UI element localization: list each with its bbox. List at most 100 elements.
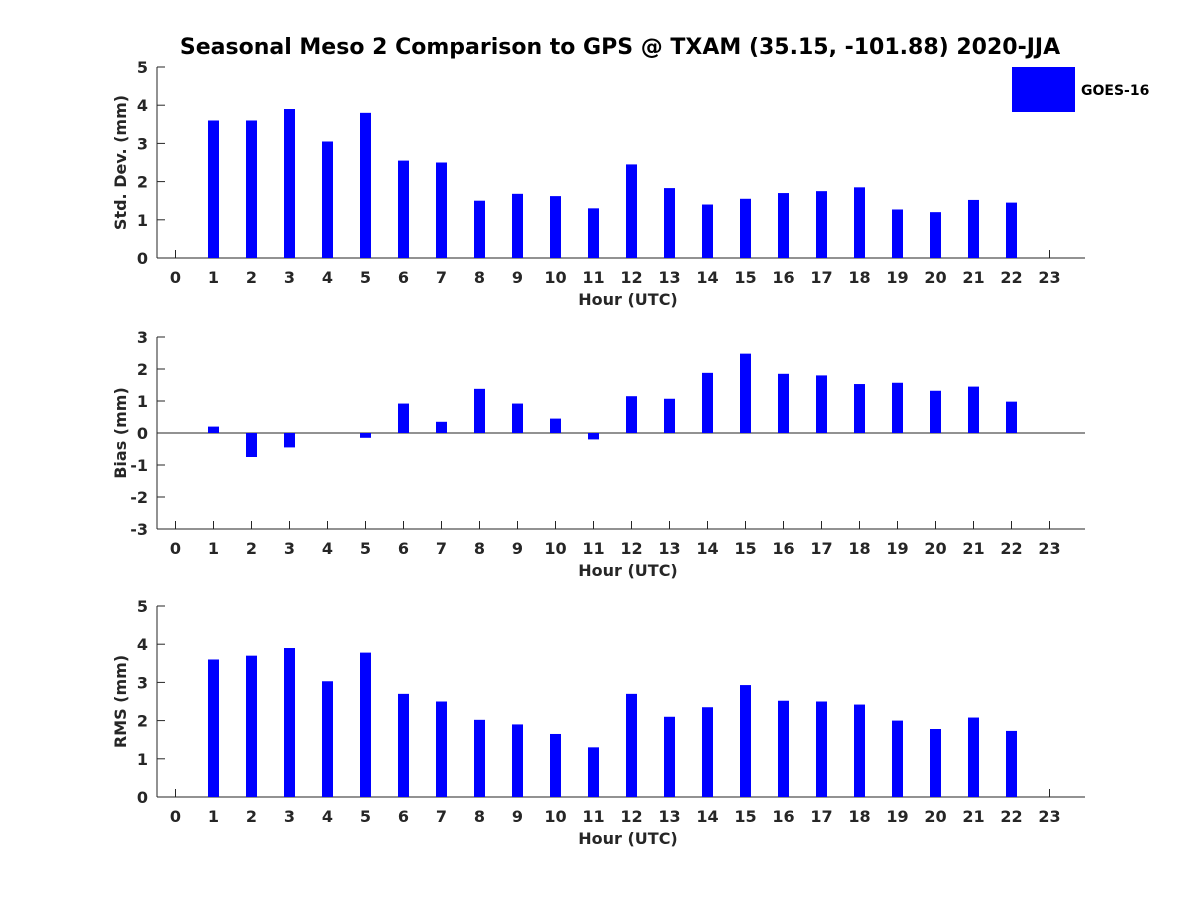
x-tick-label: 18 xyxy=(848,539,870,558)
bar-hour-8 xyxy=(474,719,485,797)
y-tick-label: 4 xyxy=(137,635,148,654)
bar-hour-6 xyxy=(398,160,409,258)
x-tick-label: 9 xyxy=(512,539,523,558)
x-tick-label: 8 xyxy=(474,807,485,826)
bar-hour-18 xyxy=(854,187,865,258)
bar-hour-19 xyxy=(892,382,903,433)
x-tick-label: 12 xyxy=(620,268,642,287)
bar-hour-22 xyxy=(1006,202,1017,258)
x-tick-label: 12 xyxy=(620,539,642,558)
legend: GOES-16 xyxy=(1012,67,1149,112)
bar-hour-15 xyxy=(740,685,751,797)
x-tick-label: 4 xyxy=(322,268,333,287)
bar-hour-9 xyxy=(512,193,523,258)
x-tick-label: 6 xyxy=(398,268,409,287)
x-tick-label: 2 xyxy=(246,539,257,558)
bar-hour-7 xyxy=(436,421,447,433)
x-tick-label: 6 xyxy=(398,539,409,558)
x-tick-label: 4 xyxy=(322,807,333,826)
y-tick-label: 5 xyxy=(137,58,148,77)
x-tick-label: 20 xyxy=(924,807,946,826)
y-axis-label: Std. Dev. (mm) xyxy=(111,95,130,230)
x-tick-label: 23 xyxy=(1038,807,1060,826)
x-tick-label: 22 xyxy=(1000,807,1022,826)
bar-hour-9 xyxy=(512,403,523,433)
x-tick-label: 22 xyxy=(1000,268,1022,287)
x-tick-label: 20 xyxy=(924,268,946,287)
x-tick-label: 7 xyxy=(436,268,447,287)
bar-hour-4 xyxy=(322,141,333,258)
bar-hour-7 xyxy=(436,162,447,258)
y-tick-label: 3 xyxy=(137,673,148,692)
bar-hour-8 xyxy=(474,200,485,258)
x-tick-label: 10 xyxy=(544,539,566,558)
x-tick-label: 1 xyxy=(208,539,219,558)
x-tick-label: 0 xyxy=(170,539,181,558)
x-tick-label: 10 xyxy=(544,268,566,287)
bar-hour-3 xyxy=(284,433,295,448)
bar-hour-22 xyxy=(1006,730,1017,797)
y-tick-label: 2 xyxy=(137,712,148,731)
x-tick-label: 11 xyxy=(582,807,604,826)
x-tick-label: 5 xyxy=(360,807,371,826)
bar-hour-17 xyxy=(816,701,827,797)
x-tick-label: 21 xyxy=(962,268,984,287)
y-tick-label: 1 xyxy=(137,392,148,411)
x-tick-label: 4 xyxy=(322,539,333,558)
x-tick-label: 9 xyxy=(512,807,523,826)
x-tick-label: 3 xyxy=(284,539,295,558)
x-tick-label: 23 xyxy=(1038,539,1060,558)
bar-hour-21 xyxy=(968,717,979,797)
bar-hour-3 xyxy=(284,648,295,797)
y-tick-label: 0 xyxy=(137,424,148,443)
bar-hour-11 xyxy=(588,433,599,440)
bar-hour-12 xyxy=(626,396,637,433)
x-tick-label: 7 xyxy=(436,807,447,826)
bar-hour-8 xyxy=(474,388,485,433)
bar-hour-1 xyxy=(208,426,219,433)
y-tick-label: -3 xyxy=(130,520,148,539)
bar-hour-11 xyxy=(588,747,599,797)
bar-hour-11 xyxy=(588,208,599,258)
y-tick-label: 1 xyxy=(137,750,148,769)
x-tick-label: 16 xyxy=(772,807,794,826)
bar-hour-18 xyxy=(854,704,865,797)
x-tick-label: 15 xyxy=(734,539,756,558)
bar-hour-14 xyxy=(702,372,713,433)
x-tick-label: 13 xyxy=(658,807,680,826)
y-tick-label: 0 xyxy=(137,788,148,807)
y-axis-label: RMS (mm) xyxy=(111,655,130,748)
bar-hour-14 xyxy=(702,204,713,258)
bar-hour-3 xyxy=(284,109,295,259)
x-axis-label: Hour (UTC) xyxy=(578,561,678,580)
bar-hour-12 xyxy=(626,693,637,797)
x-tick-label: 19 xyxy=(886,807,908,826)
x-tick-label: 11 xyxy=(582,539,604,558)
legend-label: GOES-16 xyxy=(1081,83,1149,99)
x-tick-label: 2 xyxy=(246,807,257,826)
x-tick-label: 5 xyxy=(360,268,371,287)
bar-hour-21 xyxy=(968,199,979,258)
y-tick-label: -1 xyxy=(130,456,148,475)
bar-hour-7 xyxy=(436,701,447,797)
x-tick-label: 12 xyxy=(620,807,642,826)
bar-hour-19 xyxy=(892,209,903,258)
bar-hour-19 xyxy=(892,720,903,797)
x-tick-label: 6 xyxy=(398,807,409,826)
y-tick-label: 5 xyxy=(137,597,148,616)
x-tick-label: 1 xyxy=(208,807,219,826)
x-tick-label: 18 xyxy=(848,268,870,287)
bar-hour-5 xyxy=(360,112,371,258)
x-tick-label: 15 xyxy=(734,268,756,287)
x-tick-label: 8 xyxy=(474,268,485,287)
bar-hour-18 xyxy=(854,384,865,433)
x-tick-label: 14 xyxy=(696,539,718,558)
x-tick-label: 21 xyxy=(962,539,984,558)
x-tick-label: 1 xyxy=(208,268,219,287)
x-tick-label: 5 xyxy=(360,539,371,558)
bar-hour-13 xyxy=(664,716,675,797)
y-tick-label: 1 xyxy=(137,211,148,230)
